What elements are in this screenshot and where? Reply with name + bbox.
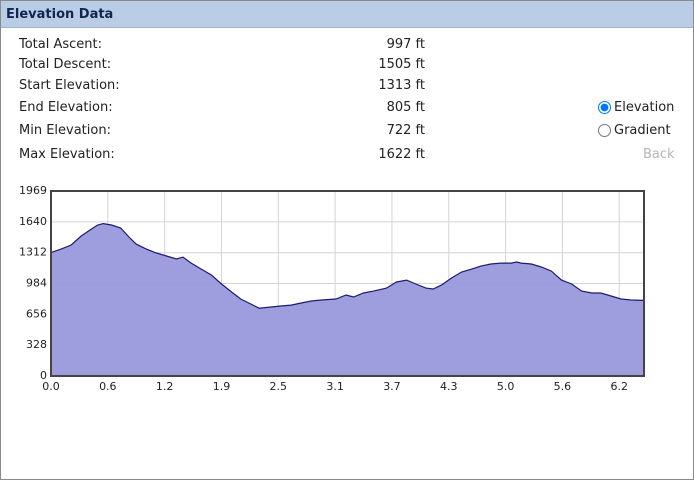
plot-frame bbox=[50, 190, 645, 377]
x-tick-label: 0.6 bbox=[99, 380, 117, 393]
stat-label: End Elevation: bbox=[19, 100, 113, 115]
x-tick-label: 3.7 bbox=[383, 380, 401, 393]
y-tick-label: 1640 bbox=[19, 215, 47, 228]
stat-label: Max Elevation: bbox=[19, 147, 115, 162]
x-tick-label: 1.9 bbox=[213, 380, 231, 393]
stat-value: 997 ft bbox=[386, 37, 425, 52]
radio-button[interactable] bbox=[598, 124, 611, 137]
x-tick-label: 6.2 bbox=[611, 380, 629, 393]
stat-value: 1622 ft bbox=[378, 147, 425, 162]
panel-title: Elevation Data bbox=[1, 1, 693, 28]
y-tick-label: 984 bbox=[26, 277, 47, 290]
x-tick-label: 5.0 bbox=[497, 380, 515, 393]
stat-value: 805 ft bbox=[386, 100, 425, 115]
x-tick-label: 2.5 bbox=[270, 380, 288, 393]
stat-value: 722 ft bbox=[386, 123, 425, 138]
x-tick-label: 4.3 bbox=[440, 380, 458, 393]
stat-label: Start Elevation: bbox=[19, 78, 120, 93]
stat-value: 1505 ft bbox=[378, 57, 425, 72]
radio-button[interactable] bbox=[598, 101, 611, 114]
stat-label: Total Descent: bbox=[19, 57, 112, 72]
stat-value: 1313 ft bbox=[378, 78, 425, 93]
x-tick-label: 0.0 bbox=[42, 380, 60, 393]
radio-option[interactable]: Gradient bbox=[598, 123, 671, 138]
y-tick-label: 656 bbox=[26, 307, 47, 320]
y-tick-label: 1312 bbox=[19, 246, 47, 259]
radio-label: Elevation bbox=[614, 100, 675, 115]
radio-label: Gradient bbox=[614, 123, 671, 138]
elevation-area bbox=[51, 223, 644, 376]
x-tick-label: 1.2 bbox=[156, 380, 174, 393]
back-link[interactable]: Back bbox=[643, 147, 675, 162]
y-tick-label: 0 bbox=[40, 369, 47, 382]
stat-label: Min Elevation: bbox=[19, 123, 111, 138]
elevation-line bbox=[50, 222, 645, 309]
x-tick-label: 3.1 bbox=[326, 380, 344, 393]
stat-label: Total Ascent: bbox=[19, 37, 103, 52]
y-tick-label: 1969 bbox=[19, 184, 47, 197]
y-tick-label: 328 bbox=[26, 338, 47, 351]
radio-option[interactable]: Elevation bbox=[598, 100, 674, 115]
x-tick-label: 5.6 bbox=[554, 380, 572, 393]
